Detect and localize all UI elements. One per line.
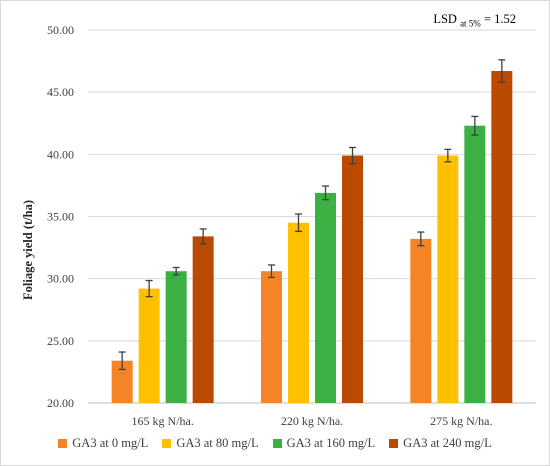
y-tick-label: 25.00: [47, 334, 74, 348]
y-tick-label: 45.00: [47, 85, 74, 99]
bar: [410, 238, 432, 403]
error-bar: [498, 59, 506, 83]
legend-swatch-2: [272, 439, 282, 448]
error-bar: [444, 148, 452, 163]
x-tick-label: 220 kg N/ha.: [281, 414, 343, 428]
x-tick-label: 165 kg N/ha.: [132, 414, 194, 428]
error-bar: [349, 146, 356, 165]
bar: [464, 125, 486, 403]
lsd-subscript: at 5%: [460, 18, 481, 29]
error-bar: [172, 266, 180, 276]
error-bars: [118, 59, 506, 371]
bar: [261, 271, 282, 403]
bar: [192, 236, 214, 403]
lsd-label: LSD: [433, 12, 457, 26]
bar: [165, 271, 187, 403]
legend-label-3: GA3 at 240 mg/L: [403, 436, 492, 450]
error-bar: [145, 279, 153, 298]
y-tick-label: 20.00: [47, 396, 74, 410]
legend: GA3 at 0 mg/L GA3 at 80 mg/L GA3 at 160 …: [0, 436, 550, 451]
lsd-annotation: LSD at 5% = 1.52: [433, 12, 516, 29]
y-tick-labels: 20.00 25.00 30.00 35.00 40.00 45.00 50.00: [47, 23, 74, 410]
y-tick-label: 50.00: [47, 23, 74, 37]
error-bar: [118, 351, 126, 371]
legend-item-3: GA3 at 240 mg/L: [389, 436, 492, 451]
bar: [315, 192, 336, 403]
legend-label-0: GA3 at 0 mg/L: [72, 436, 149, 450]
error-bar: [471, 115, 479, 136]
gridlines: [88, 29, 536, 404]
bar: [288, 222, 309, 403]
y-tick-label: 35.00: [47, 210, 74, 224]
legend-item-0: GA3 at 0 mg/L: [58, 436, 148, 451]
y-tick-label: 40.00: [47, 147, 74, 161]
y-axis-label: Foliage yield (t/ha): [21, 200, 35, 300]
x-tick-labels: 165 kg N/ha. 220 kg N/ha. 275 kg N/ha.: [132, 414, 493, 428]
legend-label-1: GA3 at 80 mg/L: [176, 436, 259, 450]
bar: [138, 288, 160, 403]
error-bar: [322, 185, 329, 201]
legend-item-1: GA3 at 80 mg/L: [162, 436, 259, 451]
legend-label-2: GA3 at 160 mg/L: [286, 436, 376, 450]
legend-swatch-0: [58, 439, 68, 448]
legend-swatch-3: [389, 439, 399, 448]
error-bar: [295, 213, 302, 233]
x-tick-label: 275 kg N/ha.: [430, 414, 492, 428]
bar: [111, 360, 133, 403]
error-bar: [199, 228, 207, 245]
error-bar: [268, 264, 275, 279]
lsd-value: = 1.52: [483, 12, 516, 26]
legend-item-2: GA3 at 160 mg/L: [272, 436, 376, 451]
bar: [342, 155, 363, 403]
y-tick-label: 30.00: [47, 272, 74, 286]
error-bar: [417, 231, 425, 247]
bar: [437, 155, 459, 403]
bar: [491, 71, 513, 403]
bars: [111, 71, 513, 403]
legend-swatch-1: [162, 439, 172, 448]
